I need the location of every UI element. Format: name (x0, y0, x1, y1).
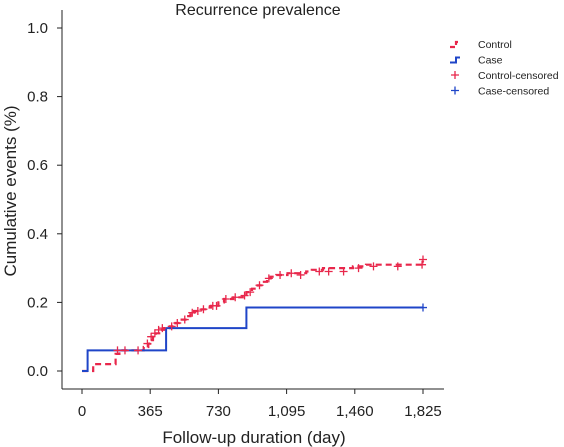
control-censor-mark (188, 308, 197, 317)
control-censor-mark (287, 269, 296, 278)
control-censor-mark (231, 293, 240, 302)
plot-area (82, 255, 427, 373)
axes: 0.0 0.2 0.4 0.6 0.8 1.0 0 365 730 1,095 1,460 1,825 (27, 10, 444, 420)
x-tick-label: 1,095 (268, 403, 306, 420)
control-censor-mark (154, 325, 163, 334)
control-censor-mark (255, 281, 264, 290)
y-tick-label: 0.0 (27, 363, 48, 380)
x-tick-label: 1,460 (336, 403, 374, 420)
legend: Control Case Control-censored Case-censored (450, 39, 559, 98)
control-censor-mark (324, 267, 333, 276)
control-censor-mark (369, 262, 378, 271)
control-censor-mark (167, 322, 176, 331)
control-censor-mark (143, 339, 152, 348)
control-censor-mark (134, 346, 143, 355)
control-censor-mark (120, 346, 129, 355)
x-tick-label: 365 (138, 403, 163, 420)
legend-label: Control-censored (478, 70, 559, 82)
control-censor-mark (180, 315, 189, 324)
control-censor-mark (418, 260, 427, 269)
x-axis-title: Follow-up duration (day) (162, 428, 345, 447)
legend-swatch-case-censored (451, 86, 459, 95)
x-tick-label: 730 (206, 403, 231, 420)
control-censor-mark (315, 267, 324, 276)
control-censor-mark (173, 318, 182, 327)
control-censor-mark (150, 329, 159, 338)
legend-swatch-control (450, 40, 460, 49)
y-tick-label: 0.6 (27, 157, 48, 174)
control-censor-mark (246, 288, 255, 297)
x-tick-label: 0 (78, 403, 86, 420)
control-censor-mark (212, 301, 221, 310)
case-censor-mark (419, 303, 427, 312)
case-series-line (82, 306, 423, 372)
control-censor-mark (354, 264, 363, 273)
y-tick-label: 1.0 (27, 20, 48, 37)
control-censor-mark (296, 270, 305, 279)
y-tick-label: 0.8 (27, 89, 48, 106)
control-censor-mark (147, 332, 156, 341)
control-series-line (82, 261, 425, 373)
legend-label: Control (478, 39, 512, 51)
legend-swatch-control-censored (451, 71, 459, 79)
legend-swatch-case (450, 56, 460, 64)
chart-title: Recurrence prevalence (175, 2, 341, 19)
legend-label: Case-censored (478, 86, 549, 98)
control-censor-mark (393, 262, 402, 271)
y-tick-label: 0.2 (27, 294, 48, 311)
x-tick-label: 1,825 (404, 403, 442, 420)
legend-label: Case (478, 55, 503, 67)
control-censor-mark (264, 274, 273, 283)
control-censor-mark (240, 291, 249, 300)
y-axis-title: Cumulative events (%) (1, 105, 20, 276)
control-censor-mark (158, 324, 167, 333)
control-censor-mark (276, 270, 285, 279)
control-censor-mark (199, 305, 208, 314)
control-censor-mark (113, 346, 122, 355)
y-tick-label: 0.4 (27, 226, 48, 243)
control-censor-mark (339, 267, 348, 276)
control-censor-mark (193, 306, 202, 315)
control-censor-mark (221, 294, 230, 303)
control-censor-mark (419, 255, 427, 264)
